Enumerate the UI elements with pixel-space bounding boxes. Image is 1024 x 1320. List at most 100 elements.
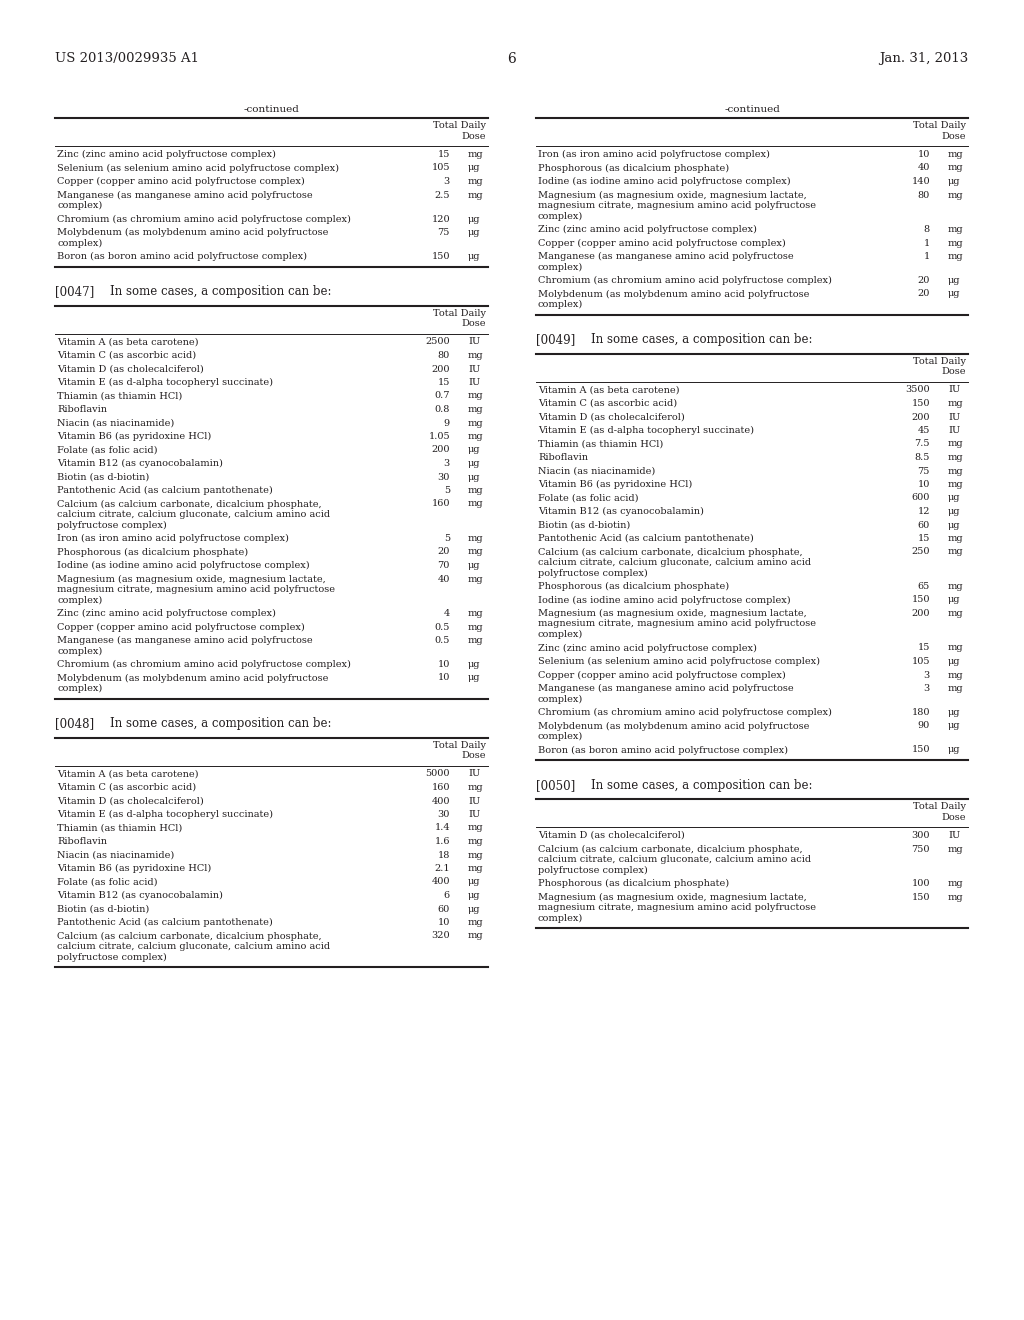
Text: Riboflavin: Riboflavin xyxy=(57,837,106,846)
Text: Pantothenic Acid (as calcium pantothenate): Pantothenic Acid (as calcium pantothenat… xyxy=(57,486,272,495)
Text: polyfructose complex): polyfructose complex) xyxy=(538,866,648,875)
Text: 120: 120 xyxy=(431,214,450,223)
Text: magnesium citrate, magnesium amino acid polyfructose: magnesium citrate, magnesium amino acid … xyxy=(538,201,816,210)
Text: 30: 30 xyxy=(437,810,450,818)
Text: μg: μg xyxy=(948,289,961,298)
Text: 140: 140 xyxy=(911,177,930,186)
Text: 2.1: 2.1 xyxy=(434,865,450,873)
Text: complex): complex) xyxy=(538,300,584,309)
Text: Calcium (as calcium carbonate, dicalcium phosphate,: Calcium (as calcium carbonate, dicalcium… xyxy=(57,499,322,508)
Text: mg: mg xyxy=(948,252,964,261)
Text: mg: mg xyxy=(948,150,964,158)
Text: μg: μg xyxy=(468,660,480,669)
Text: 20: 20 xyxy=(437,548,450,557)
Text: mg: mg xyxy=(468,405,483,414)
Text: In some cases, a composition can be:: In some cases, a composition can be: xyxy=(591,779,812,792)
Text: mg: mg xyxy=(468,623,483,631)
Text: mg: mg xyxy=(468,574,483,583)
Text: mg: mg xyxy=(468,850,483,859)
Text: Total Daily: Total Daily xyxy=(913,121,966,129)
Text: 75: 75 xyxy=(437,228,450,238)
Text: calcium citrate, calcium gluconate, calcium amino acid: calcium citrate, calcium gluconate, calc… xyxy=(538,558,811,568)
Text: 400: 400 xyxy=(431,796,450,805)
Text: calcium citrate, calcium gluconate, calcium amino acid: calcium citrate, calcium gluconate, calc… xyxy=(57,942,330,950)
Text: μg: μg xyxy=(948,595,961,605)
Text: 5: 5 xyxy=(443,486,450,495)
Text: mg: mg xyxy=(948,440,964,449)
Text: Vitamin B12 (as cyanocobalamin): Vitamin B12 (as cyanocobalamin) xyxy=(57,891,223,900)
Text: Boron (as boron amino acid polyfructose complex): Boron (as boron amino acid polyfructose … xyxy=(538,746,788,755)
Text: Dose: Dose xyxy=(462,319,486,329)
Text: 150: 150 xyxy=(431,252,450,261)
Text: 300: 300 xyxy=(911,832,930,840)
Text: Pantothenic Acid (as calcium pantothenate): Pantothenic Acid (as calcium pantothenat… xyxy=(538,535,754,543)
Text: Zinc (zinc amino acid polyfructose complex): Zinc (zinc amino acid polyfructose compl… xyxy=(57,609,275,618)
Text: mg: mg xyxy=(468,190,483,199)
Text: 3500: 3500 xyxy=(905,385,930,395)
Text: mg: mg xyxy=(468,432,483,441)
Text: Iron (as iron amino acid polyfructose complex): Iron (as iron amino acid polyfructose co… xyxy=(57,535,289,543)
Text: 15: 15 xyxy=(918,535,930,543)
Text: 5000: 5000 xyxy=(426,770,450,779)
Text: 20: 20 xyxy=(918,276,930,285)
Text: Vitamin D (as cholecalciferol): Vitamin D (as cholecalciferol) xyxy=(538,412,685,421)
Text: complex): complex) xyxy=(57,595,102,605)
Text: mg: mg xyxy=(948,644,964,652)
Text: 200: 200 xyxy=(911,412,930,421)
Text: 8: 8 xyxy=(924,224,930,234)
Text: Magnesium (as magnesium oxide, magnesium lactate,: Magnesium (as magnesium oxide, magnesium… xyxy=(538,892,807,902)
Text: 6: 6 xyxy=(508,51,516,66)
Text: Niacin (as niacinamide): Niacin (as niacinamide) xyxy=(538,466,655,475)
Text: 1.05: 1.05 xyxy=(428,432,450,441)
Text: 75: 75 xyxy=(918,466,930,475)
Text: [0048]: [0048] xyxy=(55,718,94,730)
Text: magnesium citrate, magnesium amino acid polyfructose: magnesium citrate, magnesium amino acid … xyxy=(538,619,816,628)
Text: Iodine (as iodine amino acid polyfructose complex): Iodine (as iodine amino acid polyfructos… xyxy=(538,177,791,186)
Text: 320: 320 xyxy=(431,932,450,940)
Text: Zinc (zinc amino acid polyfructose complex): Zinc (zinc amino acid polyfructose compl… xyxy=(57,150,275,160)
Text: 3: 3 xyxy=(443,177,450,186)
Text: 750: 750 xyxy=(911,845,930,854)
Text: IU: IU xyxy=(468,810,480,818)
Text: Molybdenum (as molybdenum amino acid polyfructose: Molybdenum (as molybdenum amino acid pol… xyxy=(57,673,329,682)
Text: Folate (as folic acid): Folate (as folic acid) xyxy=(57,446,158,454)
Text: mg: mg xyxy=(948,453,964,462)
Text: Thiamin (as thiamin HCl): Thiamin (as thiamin HCl) xyxy=(57,824,182,833)
Text: 150: 150 xyxy=(911,892,930,902)
Text: μg: μg xyxy=(468,446,480,454)
Text: Boron (as boron amino acid polyfructose complex): Boron (as boron amino acid polyfructose … xyxy=(57,252,307,261)
Text: Vitamin B6 (as pyridoxine HCl): Vitamin B6 (as pyridoxine HCl) xyxy=(57,432,211,441)
Text: mg: mg xyxy=(468,932,483,940)
Text: mg: mg xyxy=(468,783,483,792)
Text: 30: 30 xyxy=(437,473,450,482)
Text: μg: μg xyxy=(948,177,961,186)
Text: 15: 15 xyxy=(437,150,450,158)
Text: 70: 70 xyxy=(437,561,450,570)
Text: Riboflavin: Riboflavin xyxy=(538,453,588,462)
Text: 3: 3 xyxy=(924,671,930,680)
Text: 200: 200 xyxy=(431,446,450,454)
Text: Manganese (as manganese amino acid polyfructose: Manganese (as manganese amino acid polyf… xyxy=(538,252,794,261)
Text: 10: 10 xyxy=(918,480,930,488)
Text: mg: mg xyxy=(948,239,964,248)
Text: -continued: -continued xyxy=(243,106,299,114)
Text: 105: 105 xyxy=(431,164,450,173)
Text: μg: μg xyxy=(948,276,961,285)
Text: mg: mg xyxy=(948,466,964,475)
Text: 0.7: 0.7 xyxy=(434,392,450,400)
Text: Vitamin B6 (as pyridoxine HCl): Vitamin B6 (as pyridoxine HCl) xyxy=(57,865,211,873)
Text: Magnesium (as magnesium oxide, magnesium lactate,: Magnesium (as magnesium oxide, magnesium… xyxy=(57,574,326,583)
Text: Chromium (as chromium amino acid polyfructose complex): Chromium (as chromium amino acid polyfru… xyxy=(57,214,351,223)
Text: Dose: Dose xyxy=(941,367,966,376)
Text: mg: mg xyxy=(948,164,964,173)
Text: Vitamin B12 (as cyanocobalamin): Vitamin B12 (as cyanocobalamin) xyxy=(538,507,703,516)
Text: Total Daily: Total Daily xyxy=(433,741,486,750)
Text: 100: 100 xyxy=(911,879,930,888)
Text: Jan. 31, 2013: Jan. 31, 2013 xyxy=(879,51,968,65)
Text: mg: mg xyxy=(948,684,964,693)
Text: Folate (as folic acid): Folate (as folic acid) xyxy=(57,878,158,887)
Text: Iron (as iron amino acid polyfructose complex): Iron (as iron amino acid polyfructose co… xyxy=(538,150,770,160)
Text: Folate (as folic acid): Folate (as folic acid) xyxy=(538,494,639,503)
Text: 20: 20 xyxy=(918,289,930,298)
Text: mg: mg xyxy=(948,535,964,543)
